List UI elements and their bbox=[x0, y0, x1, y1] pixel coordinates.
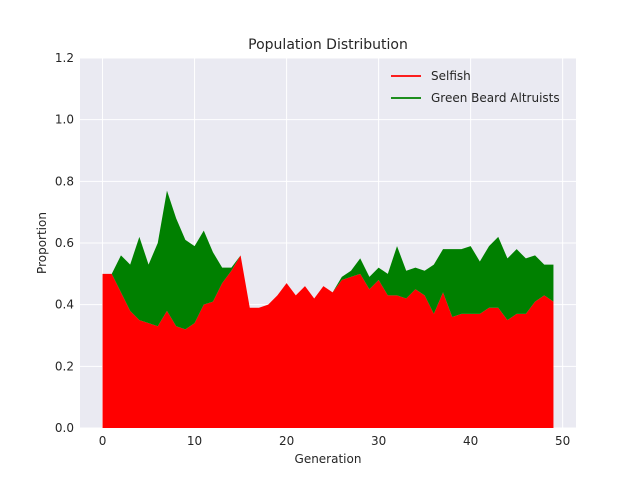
y-tick-label-0: 0.0 bbox=[55, 421, 74, 435]
legend: Selfish Green Beard Altruists bbox=[391, 69, 560, 105]
x-tick-label-0: 0 bbox=[99, 434, 107, 448]
y-tick-label-2: 0.4 bbox=[55, 298, 74, 312]
x-tick-label-2: 20 bbox=[279, 434, 294, 448]
x-tick-label-4: 40 bbox=[463, 434, 478, 448]
y-tick-label-3: 0.6 bbox=[55, 236, 74, 250]
x-tick-label-3: 30 bbox=[371, 434, 386, 448]
legend-label-green-beard: Green Beard Altruists bbox=[431, 91, 560, 105]
area-series-1 bbox=[102, 190, 554, 330]
y-tick-labels: 0.0 0.2 0.4 0.6 0.8 1.0 1.2 bbox=[55, 51, 74, 435]
area-series-0 bbox=[102, 255, 554, 428]
x-axis-label: Generation bbox=[295, 452, 362, 466]
x-tick-labels: 0 10 20 30 40 50 bbox=[99, 434, 571, 448]
y-tick-label-6: 1.2 bbox=[55, 51, 74, 65]
chart-title: Population Distribution bbox=[248, 37, 408, 53]
y-axis-label: Proportion bbox=[35, 212, 49, 274]
x-tick-label-5: 50 bbox=[555, 434, 570, 448]
stacked-areas bbox=[102, 190, 554, 428]
y-tick-label-1: 0.2 bbox=[55, 359, 74, 373]
y-tick-label-4: 0.8 bbox=[55, 174, 74, 188]
legend-label-selfish: Selfish bbox=[431, 69, 471, 83]
x-tick-label-1: 10 bbox=[187, 434, 202, 448]
y-tick-label-5: 1.0 bbox=[55, 113, 74, 127]
